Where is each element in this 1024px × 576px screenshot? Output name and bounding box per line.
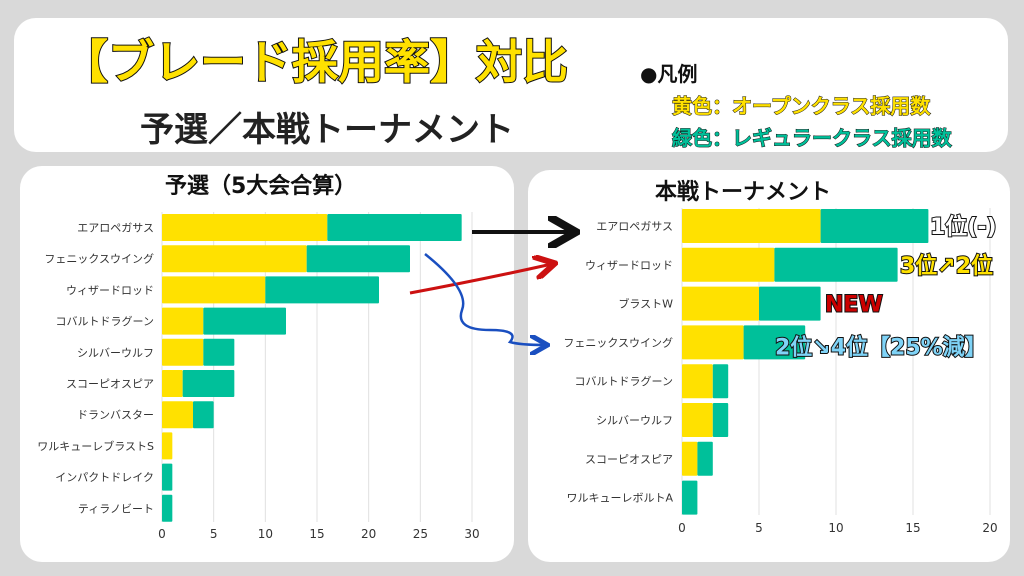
category-label: コバルトドラグーン xyxy=(56,314,154,328)
category-label: エアロペガサス xyxy=(77,222,154,235)
bar-segment xyxy=(162,214,328,241)
x-tick-label: 0 xyxy=(158,527,166,541)
bar-segment xyxy=(682,286,759,321)
x-tick-label: 15 xyxy=(309,527,324,541)
bar-segment xyxy=(162,401,193,429)
bar-segment xyxy=(203,338,235,366)
category-label: ブラストW xyxy=(618,297,673,311)
bar-segment xyxy=(682,247,775,282)
x-tick-label: 5 xyxy=(755,521,763,535)
x-tick-label: 20 xyxy=(361,527,376,541)
annotation-label: NEW xyxy=(825,293,883,318)
category-label: ウィザードロッド xyxy=(585,259,673,272)
bar-segment xyxy=(162,463,173,491)
bar-segment xyxy=(203,307,286,335)
x-tick-label: 0 xyxy=(678,521,686,535)
bar-segment xyxy=(697,441,713,476)
bar-segment xyxy=(712,403,729,437)
x-tick-label: 20 xyxy=(982,521,997,535)
category-label: スコーピオスピア xyxy=(66,378,154,391)
bar-segment xyxy=(712,364,729,399)
annotation-label: 2位↘4位【25%減】 xyxy=(775,334,987,360)
tournament-chart-title: 本戦トーナメント xyxy=(655,180,832,205)
bar-segment xyxy=(162,307,204,335)
bar-segment xyxy=(327,214,462,241)
annotation-label: 3位↗2位 xyxy=(900,253,993,279)
category-label: スコーピオスピア xyxy=(585,453,673,466)
bar-segment xyxy=(759,286,821,321)
bar-segment xyxy=(774,247,898,282)
x-tick-label: 5 xyxy=(210,527,218,541)
page-title: 【ブレード採用率】対比 xyxy=(61,34,569,90)
bar-segment xyxy=(682,209,821,243)
qualifier-chart: 0 5 10 15 20 25 30 エアロペガサスフェニックスウイングウィザードロッドコバル… xyxy=(37,212,480,541)
bar-segment xyxy=(162,276,266,304)
bar-segment xyxy=(265,276,379,304)
category-label: エアロペガサス xyxy=(596,220,673,233)
x-tick-label: 15 xyxy=(905,521,920,535)
category-label: コバルトドラグーン xyxy=(575,374,673,388)
category-label: ワルキューレボルトA xyxy=(566,492,673,505)
x-tick-label: 25 xyxy=(413,527,428,541)
bar-segment xyxy=(193,401,214,429)
bar-segment xyxy=(682,403,713,437)
bar-segment xyxy=(743,325,806,360)
x-tick-label: 10 xyxy=(258,527,273,541)
bar-segment xyxy=(820,209,929,243)
category-label: ティラノビート xyxy=(78,502,154,515)
category-label: シルバーウルフ xyxy=(596,414,673,427)
arrow-phoenixwing xyxy=(424,253,545,345)
bar-segment xyxy=(162,432,173,460)
bar-segment xyxy=(682,325,744,360)
x-tick-label: 10 xyxy=(828,521,843,535)
legend-regular: 緑色：レギュラークラス採用数 xyxy=(672,126,953,151)
arrow-wizardrod xyxy=(409,264,552,295)
category-label: シルバーウルフ xyxy=(77,346,154,359)
qualifier-chart-title: 予選（5大会合算） xyxy=(165,174,357,199)
bar-segment xyxy=(162,370,183,397)
bar-segment xyxy=(682,364,713,399)
category-label: フェニックスウイング xyxy=(563,335,673,349)
category-label: ドランバスター xyxy=(77,409,154,422)
legend-open: 黄色：オープンクラス採用数 xyxy=(671,94,931,119)
annotation-label: 1位(-) xyxy=(930,214,997,240)
header-panel xyxy=(14,18,1008,152)
bar-segment xyxy=(162,494,173,522)
category-label: ワルキューレブラストS xyxy=(37,439,154,453)
category-label: ウィザードロッド xyxy=(66,284,154,297)
bar-segment xyxy=(306,245,410,273)
legend-heading: ●凡例 xyxy=(640,62,698,86)
bar-segment xyxy=(162,245,307,273)
category-label: フェニックスウイング xyxy=(44,252,154,266)
bar-segment xyxy=(682,441,698,476)
page-subtitle: 予選／本戦トーナメント xyxy=(140,110,514,150)
bar-segment xyxy=(182,370,235,397)
bar-segment xyxy=(162,338,204,366)
x-tick-label: 30 xyxy=(464,527,479,541)
category-label: インパクトドレイク xyxy=(55,471,154,484)
bar-segment xyxy=(682,480,698,515)
